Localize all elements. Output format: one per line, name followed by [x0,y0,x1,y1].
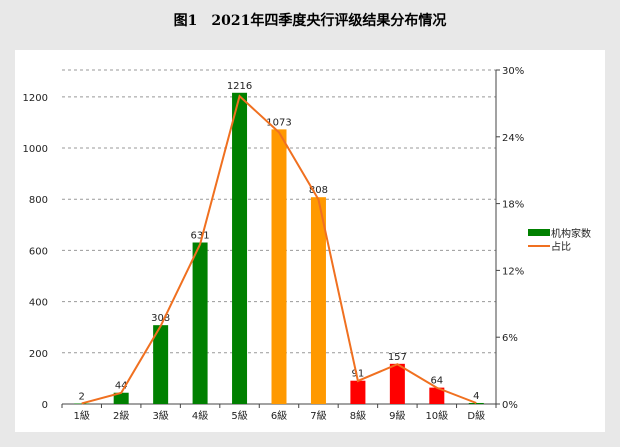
bar-data-label: 44 [115,381,128,392]
x-tick-label: 7級 [310,409,326,422]
y-left-tick-label: 800 [29,195,48,206]
bar-8 [350,380,366,404]
bar-data-label: 157 [388,352,407,363]
x-tick-label: 8級 [350,409,366,422]
y-left-tick-label: 400 [29,298,48,309]
bar-data-label: 631 [191,231,210,242]
y-right-tick-label: 30% [502,66,524,77]
y-right-tick-label: 24% [502,133,524,144]
x-tick-label: 1級 [74,409,90,422]
y-left-tick-label: 0 [42,400,48,411]
y-right-tick-label: 6% [502,333,518,344]
bar-data-label: 1216 [227,81,252,92]
x-tick-label: 2級 [113,409,129,422]
bar-3 [153,325,169,404]
legend-label-bars: 机构家数 [551,227,591,240]
legend-swatch-bars [528,229,550,236]
y-left-tick-label: 1200 [23,93,48,104]
bar-6 [271,129,287,404]
bar-2 [113,392,129,404]
share-line [81,94,477,405]
x-tick-label: 5級 [231,409,247,422]
bar-9 [389,363,405,404]
plot-panel [15,50,605,432]
bar-data-label: 1073 [266,117,291,128]
chart-title: 图1 2021年四季度央行评级结果分布情况 [173,13,447,29]
bar-data-label: 2 [79,391,85,402]
bar-5 [232,92,248,405]
bar-11 [468,402,484,404]
bar-1 [74,403,90,404]
legend-label-line: 占比 [551,240,571,253]
x-tick-label: 9級 [389,409,405,422]
x-tick-label: 4級 [192,409,208,422]
y-left-tick-label: 1000 [23,144,48,155]
y-left-tick-label: 200 [29,349,48,360]
bar-data-label: 64 [430,376,443,387]
x-tick-label: 10級 [425,409,448,422]
bar-7 [310,197,326,404]
bar-data-label: 91 [352,369,365,380]
bar-data-label: 808 [309,185,328,196]
bar-data-label: 4 [473,391,479,402]
x-tick-label: 3級 [152,409,168,422]
bar-4 [192,242,208,404]
bar-data-label: 308 [151,313,170,324]
y-right-tick-label: 0% [502,400,518,411]
y-right-tick-label: 18% [502,200,524,211]
bar-10 [429,387,445,404]
x-tick-label: D級 [467,409,485,422]
y-right-tick-label: 12% [502,266,524,277]
y-left-tick-label: 600 [29,246,48,257]
x-tick-label: 6級 [271,409,287,422]
